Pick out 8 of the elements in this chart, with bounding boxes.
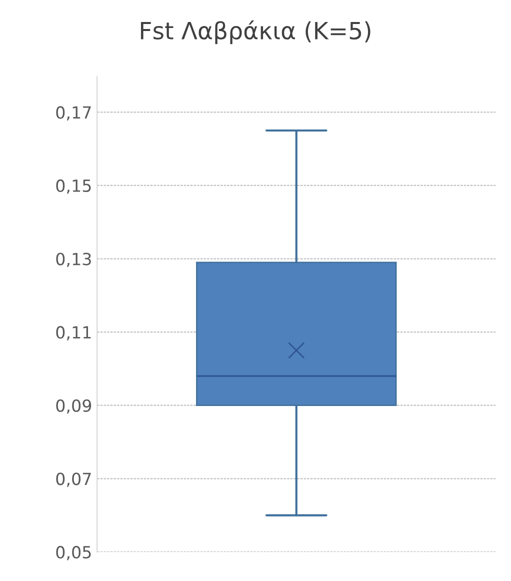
y-tick-label: 0,09 bbox=[56, 399, 92, 414]
chart-title: Fst Λαβράκια (K=5) bbox=[140, 20, 370, 44]
y-tick-label: 0,15 bbox=[56, 179, 91, 194]
y-tick-label: 0,07 bbox=[56, 472, 91, 487]
y-tick-label: 0,11 bbox=[56, 326, 91, 340]
y-tick-label: 0,05 bbox=[56, 546, 91, 560]
y-tick-label: 0,17 bbox=[56, 106, 91, 120]
y-tick-label: 0,13 bbox=[56, 252, 91, 268]
